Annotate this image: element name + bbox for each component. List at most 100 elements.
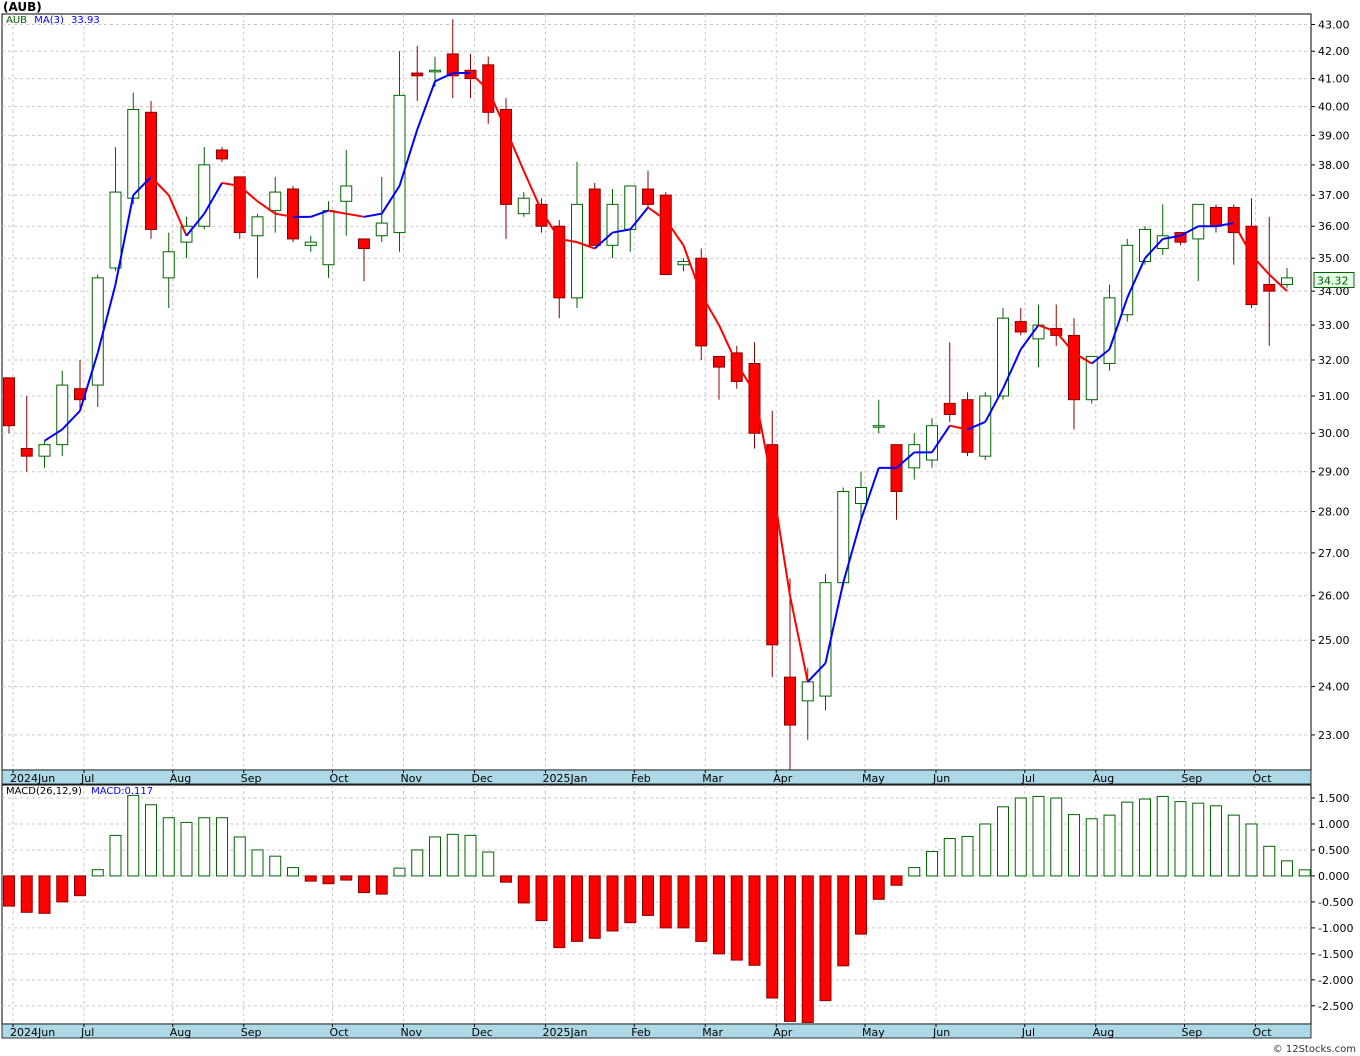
x-tick-label: Apr: [773, 772, 793, 785]
price-tick-label: 34.00: [1318, 285, 1350, 298]
macd-bar: [1192, 802, 1205, 877]
macd-bar: [1121, 801, 1134, 877]
macd-bar: [375, 875, 388, 895]
x-tick-label: 2024Jun: [10, 1026, 55, 1039]
candle: [411, 45, 424, 101]
price-tick-label: 43.00: [1318, 19, 1350, 32]
macd-bar: [216, 817, 228, 877]
macd-bar: [446, 833, 459, 877]
price-tick-label: 41.00: [1318, 73, 1350, 86]
x-tick-label: Oct: [1253, 1026, 1273, 1039]
candle: [446, 19, 459, 99]
candle-body: [588, 188, 601, 246]
ma3-segment: [1162, 234, 1181, 240]
macd-bar: [1103, 814, 1116, 877]
x-tick-label: Aug: [1093, 1026, 1114, 1039]
macd-tick-label: 0.500: [1318, 844, 1350, 857]
price-tick-label: 31.00: [1318, 390, 1350, 403]
candle-body: [38, 444, 51, 457]
candle: [606, 189, 619, 259]
candle: [1156, 204, 1169, 255]
macd-bar: [340, 875, 353, 881]
candle-body: [269, 191, 282, 212]
candle-body: [127, 108, 140, 199]
ma3-segment: [1073, 352, 1093, 365]
candle-body: [1085, 355, 1098, 401]
ma3-segment: [239, 185, 259, 203]
candle-body: [713, 355, 725, 368]
candle-body: [943, 402, 956, 415]
ma3-segment: [363, 212, 382, 218]
x-tick-label: Oct: [330, 1026, 350, 1039]
candle-body: [748, 363, 761, 434]
x-tick-label: Sep: [241, 772, 262, 785]
price-panel-frame: [1, 13, 1312, 771]
macd-bar: [358, 875, 370, 894]
price-tick-label: 25.00: [1318, 634, 1350, 647]
x-tick-label: Feb: [631, 1026, 650, 1039]
x-tick-label: Dec: [472, 772, 493, 785]
price-tick-label: 24.00: [1318, 681, 1350, 694]
candle-body: [926, 425, 938, 461]
candle: [287, 185, 299, 243]
candle: [38, 440, 51, 468]
macd-bar: [961, 835, 974, 877]
macd-bar: [819, 875, 832, 1002]
ma3-segment: [96, 284, 117, 354]
candle: [1227, 204, 1240, 265]
candle-body: [216, 149, 228, 160]
macd-tick-label: 1.000: [1318, 818, 1350, 831]
candle-body: [766, 444, 779, 646]
macd-bar: [766, 875, 779, 999]
ma3-segment: [594, 231, 614, 250]
candle-body: [429, 69, 441, 73]
candle-body: [997, 317, 1009, 397]
macd-bar: [1174, 801, 1187, 877]
candle: [358, 238, 370, 282]
price-tick-label: 37.00: [1318, 189, 1350, 202]
macd-bar: [145, 804, 157, 877]
ma3-segment: [718, 324, 738, 364]
macd-legend-value: MACD:0.117: [91, 786, 154, 797]
price-tick-label: 23.00: [1318, 729, 1350, 742]
candle: [730, 345, 743, 389]
ma3-segment: [612, 228, 631, 234]
macd-bar: [606, 875, 619, 932]
macd-bar: [500, 875, 512, 883]
candle: [766, 410, 779, 678]
candle-body: [233, 176, 246, 234]
ma3-segment: [576, 241, 596, 250]
price-tick-label: 33.00: [1318, 319, 1350, 332]
candle-body: [251, 216, 264, 237]
x-tick-label: Oct: [1253, 772, 1273, 785]
ma3-segment: [789, 595, 809, 683]
macd-bar: [269, 855, 282, 877]
macd-bar: [20, 875, 33, 913]
candle-body: [1068, 334, 1080, 401]
ma3-segment: [1144, 238, 1164, 259]
candle: [1014, 307, 1027, 336]
x-tick-label: Aug: [1093, 772, 1114, 785]
candle-body: [1192, 203, 1205, 240]
candle-body: [979, 395, 992, 457]
macd-bar: [322, 875, 335, 885]
candle: [340, 150, 353, 236]
candle-body: [411, 72, 424, 77]
price-tick-label: 38.00: [1318, 159, 1350, 172]
candle: [198, 147, 211, 230]
price-tick-label: 32.00: [1318, 354, 1350, 367]
x-axis-bar-top: [1, 769, 1312, 785]
candle: [695, 248, 708, 360]
ma3-segment: [346, 212, 365, 218]
ma3-segment: [43, 428, 63, 442]
macd-tick-label: -1.500: [1318, 948, 1353, 961]
price-legend: AUB MA(3) 33.93: [6, 15, 100, 26]
candle: [375, 176, 388, 243]
macd-bar: [713, 875, 725, 955]
macd-tick-label: -2.500: [1318, 1000, 1353, 1013]
candle: [997, 307, 1009, 400]
candle: [979, 392, 992, 461]
candle-body: [1227, 206, 1240, 234]
x-tick-label: Nov: [401, 1026, 423, 1039]
